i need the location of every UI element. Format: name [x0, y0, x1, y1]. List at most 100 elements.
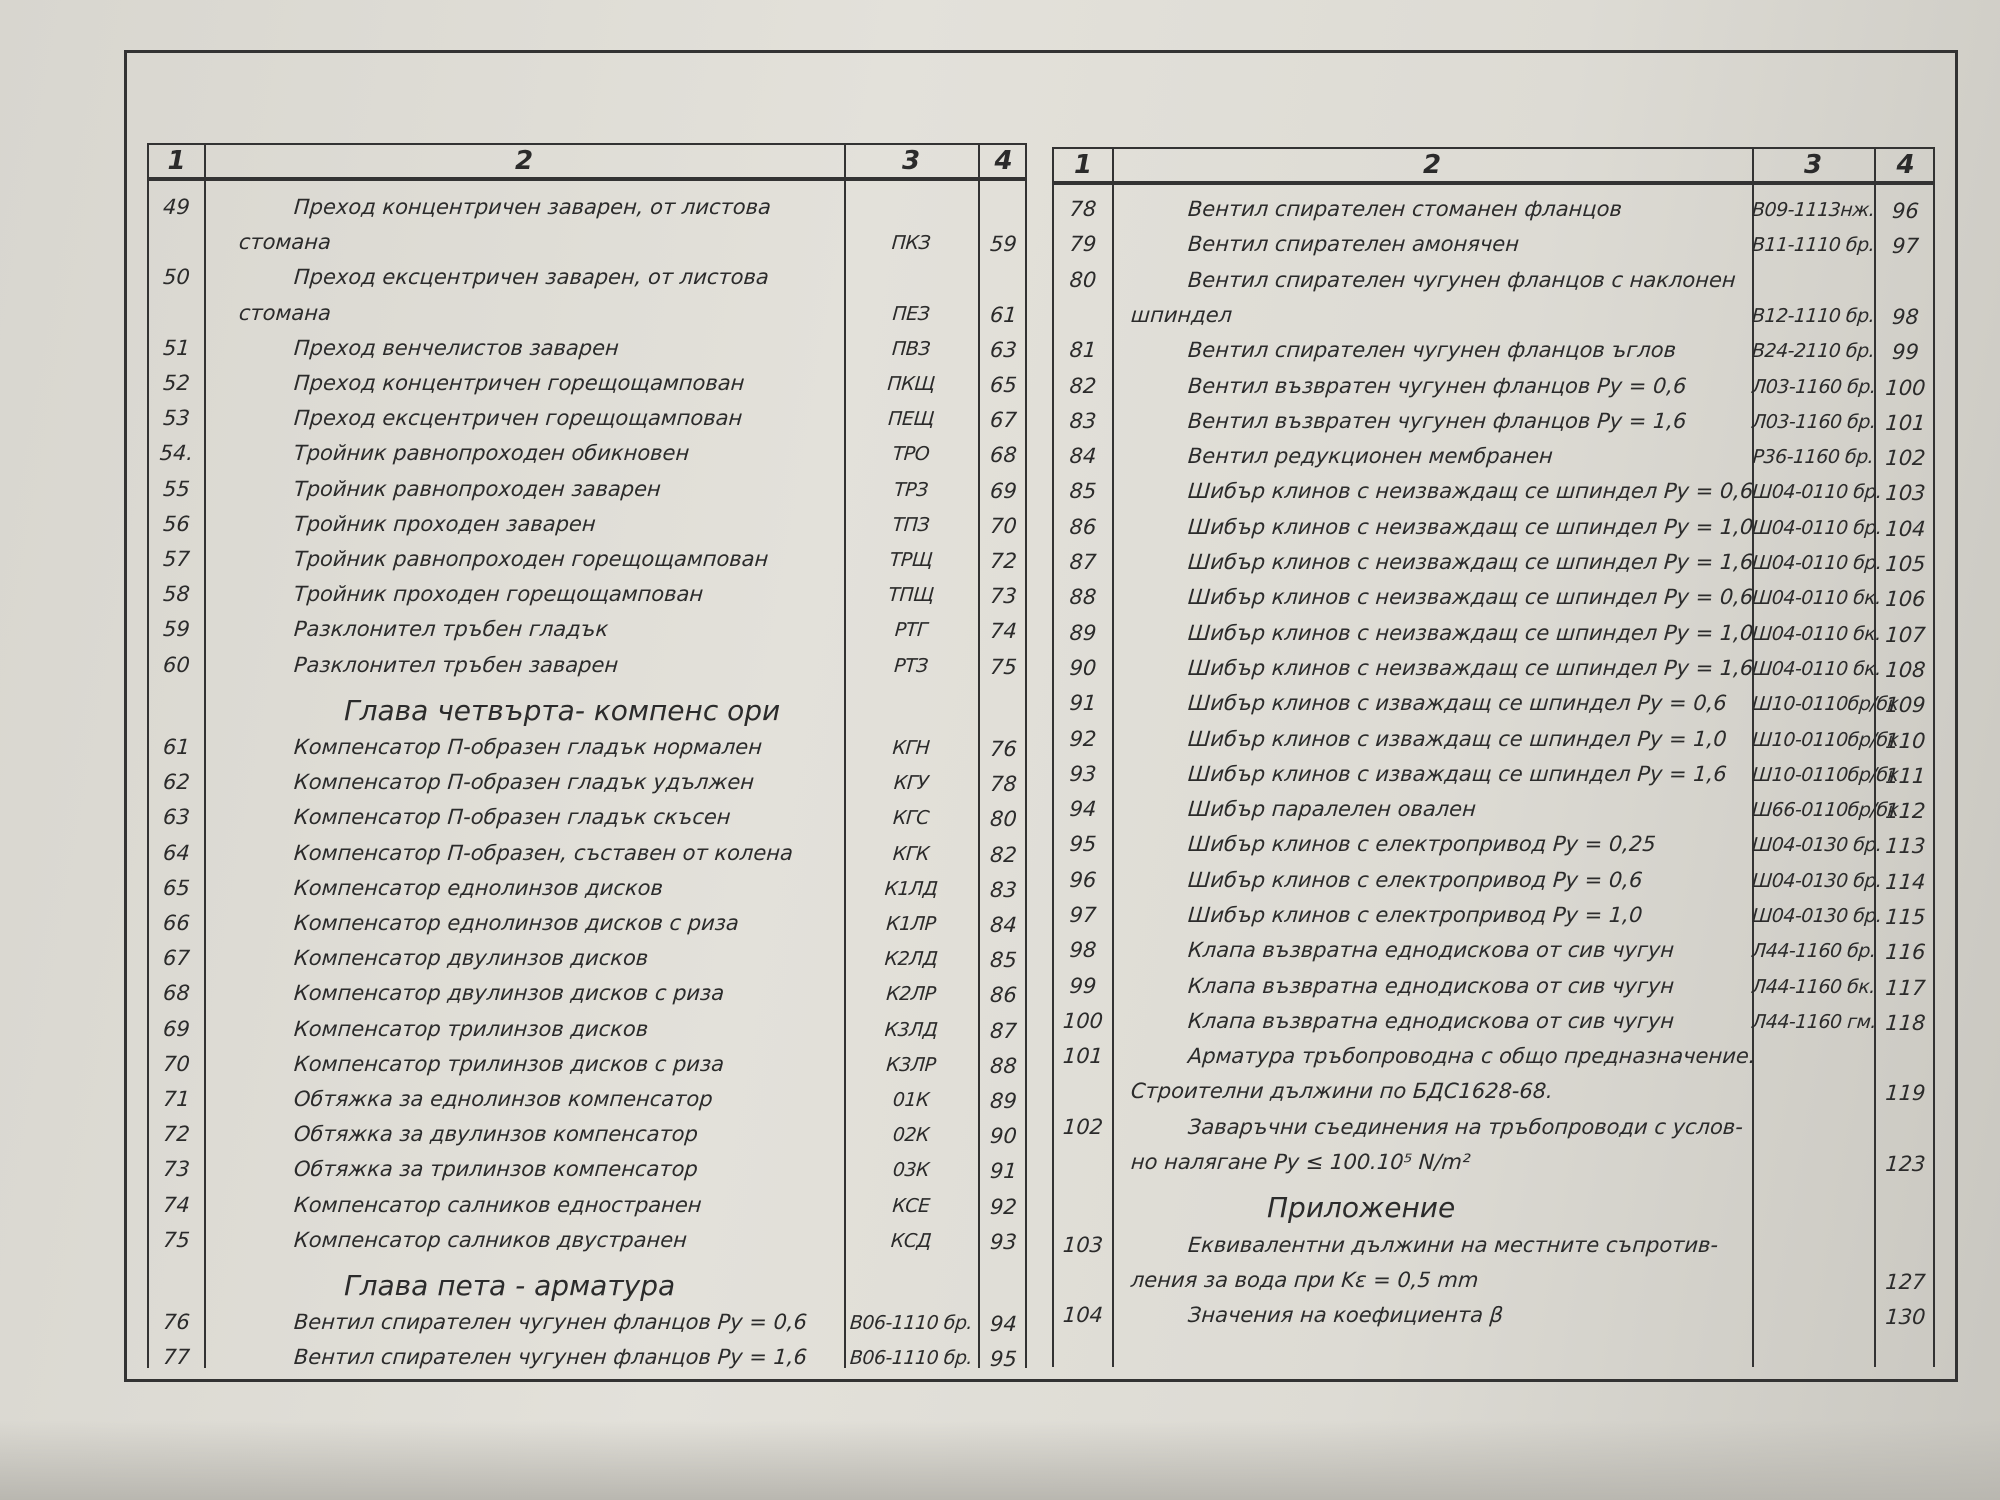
item-code: Л03-1160 бр.	[1751, 375, 1877, 398]
item-number: 96	[1068, 867, 1098, 892]
table-row: 71 Обтяжка за еднолинзов компенсатор 01К 89	[149, 1087, 1025, 1122]
item-title: Строителни дължини по БДС1628-68.	[1130, 1079, 1554, 1104]
table-row: 58 Тройник проходен горещощампован ТПЩ 73	[149, 582, 1025, 617]
column-divider	[204, 145, 206, 1368]
table-row: 86 Шибър клинов с неизваждащ се шпиндел P…	[1054, 515, 1933, 550]
table-row: 73 Обтяжка за трилинзов компенсатор 03К 91	[149, 1157, 1025, 1192]
item-title: стомана	[238, 230, 332, 255]
page-number: 111	[1884, 763, 1927, 788]
item-number: 89	[1068, 620, 1098, 645]
page-number: 130	[1884, 1305, 1927, 1330]
page-number: 78	[989, 772, 1018, 797]
page-frame	[124, 50, 1958, 1382]
item-code: В06-1110 бр.	[849, 1312, 973, 1335]
item-number: 67	[162, 946, 191, 971]
page-number: 115	[1884, 905, 1927, 929]
page-number: 106	[1884, 587, 1927, 612]
page-number: 108	[1884, 657, 1927, 682]
item-number: 65	[162, 875, 191, 900]
page-number: 93	[989, 1229, 1018, 1254]
page-number: 119	[1884, 1081, 1927, 1106]
page-number: 107	[1884, 622, 1927, 647]
table-row: 69 Компенсатор трилинзов дисков К3ЛД 87	[149, 1017, 1025, 1052]
page-number: 87	[989, 1018, 1018, 1043]
page-number: 95	[989, 1347, 1018, 1372]
table-row: 62 Компенсатор П-образен гладък удължен КГ…	[149, 770, 1025, 805]
table-row: 102 Заваръчни съединения на тръбопроводи …	[1054, 1115, 1933, 1186]
item-code: Ш04-0110 бк.	[1751, 587, 1882, 610]
item-code: КГС	[892, 807, 930, 830]
item-title: Компенсатор П-образен гладък нормален	[293, 735, 763, 759]
item-code: Ш04-0130 бр.	[1751, 905, 1883, 927]
item-code: В24-2110 бр.	[1751, 340, 1876, 363]
item-title: Значения на коефициента β	[1187, 1303, 1505, 1328]
item-number: 69	[162, 1016, 191, 1041]
item-code: Ш04-0110 бк.	[1751, 622, 1882, 645]
page-number: 65	[989, 373, 1018, 397]
table-row: 78 Вентил спирателен стоманен фланцов В09-…	[1054, 197, 1933, 232]
table-row: 60 Разклонител тръбен заварен РТЗ 75	[149, 653, 1025, 688]
item-title: Шибър клинов с електропривод Py = 0,25	[1187, 832, 1657, 857]
item-number: 79	[1068, 232, 1098, 257]
page-number: 116	[1884, 940, 1927, 965]
item-code: Ш66-0110бр/бк	[1751, 799, 1900, 822]
table-row: 61 Компенсатор П-образен гладък нормален К…	[149, 735, 1025, 770]
item-number: 53	[162, 406, 191, 431]
item-title: Шибър паралелен овален	[1187, 797, 1477, 822]
contents-table-left: 1 2 3 4 49 Преход концентричен заварен, о…	[147, 143, 1027, 1371]
header-col-4: 4	[1896, 150, 1915, 180]
item-title: Тройник равнопроходен горещощампован	[293, 547, 770, 571]
item-title: Шибър клинов с неизваждащ се шпиндел Py …	[1187, 479, 1755, 504]
page-number: 72	[989, 549, 1018, 573]
page-number: 94	[989, 1312, 1018, 1337]
page-number: 68	[989, 443, 1018, 468]
table-row: 55 Тройник равнопроходен заварен ТРЗ 69	[149, 477, 1025, 512]
table-row: 77 Вентил спирателен чугунен фланцов Py =…	[149, 1345, 1025, 1380]
item-number: 87	[1068, 550, 1098, 574]
page-number: 70	[989, 513, 1018, 538]
page-shadow	[0, 1420, 2000, 1500]
item-code: В06-1110 бр.	[849, 1347, 973, 1370]
table-row: 94 Шибър паралелен овален Ш66-0110бр/бк 112	[1054, 797, 1933, 832]
item-number: 98	[1068, 938, 1098, 963]
item-number: 81	[1068, 338, 1098, 363]
table-row: 81 Вентил спирателен чугунен фланцов ъгло…	[1054, 338, 1933, 373]
item-number: 101	[1062, 1044, 1104, 1069]
item-title: Обтяжка за двулинзов компенсатор	[293, 1122, 699, 1147]
item-title: Шибър клинов с изваждащ се шпиндел Py = …	[1187, 761, 1728, 786]
page-number: 98	[1891, 304, 1920, 329]
table-row: 57 Тройник равнопроходен горещощампован ТР…	[149, 547, 1025, 582]
page-number: 86	[989, 983, 1018, 1008]
header-col-2: 2	[1422, 150, 1442, 180]
item-code: РТГ	[894, 619, 928, 642]
item-title: Шибър клинов с неизваждащ се шпиндел Py …	[1187, 655, 1755, 680]
item-code: Ш04-0110 бр.	[1751, 552, 1883, 574]
item-code: Л44-1160 гм.	[1751, 1010, 1877, 1033]
item-number: 59	[162, 617, 191, 642]
item-title: Шибър клинов с неизваждащ се шпиндел Py …	[1187, 514, 1755, 539]
table-row: 76 Вентил спирателен чугунен фланцов Py =…	[149, 1310, 1025, 1345]
table-header: 1 2 3 4	[149, 145, 1025, 181]
item-number: 55	[162, 476, 191, 501]
page-number: 100	[1884, 375, 1927, 400]
page-number: 82	[989, 842, 1018, 867]
page-number: 83	[989, 877, 1018, 902]
item-code: Ш10-0110бр/бк	[1751, 693, 1900, 716]
page-number: 75	[989, 654, 1018, 679]
table-row: 75 Компенсатор салников двустранен КСД 93	[149, 1228, 1025, 1263]
item-code: К1ЛР	[885, 913, 937, 935]
table-row: 54. Тройник равнопроходен обикновен ТРО 68	[149, 441, 1025, 476]
item-number: 95	[1068, 832, 1098, 857]
item-title: Вентил възвратен чугунен фланцов Py = 1,…	[1187, 408, 1688, 433]
header-col-3: 3	[901, 146, 921, 176]
item-code: ПЕЩ	[887, 408, 935, 431]
item-number: 58	[162, 582, 191, 607]
item-number: 57	[162, 547, 191, 571]
table-row: 99 Клапа възвратна еднодискова от сив чуг…	[1054, 974, 1933, 1009]
item-title: Еквивалентни дължини на местните съпроти…	[1187, 1232, 1719, 1257]
item-number: 99	[1068, 973, 1098, 998]
table-row: 63 Компенсатор П-образен гладък скъсен КГС…	[149, 805, 1025, 840]
item-number: 80	[1068, 267, 1098, 292]
table-row: 82 Вентил възвратен чугунен фланцов Py = …	[1054, 374, 1933, 409]
item-code: ТПЗ	[891, 513, 931, 536]
